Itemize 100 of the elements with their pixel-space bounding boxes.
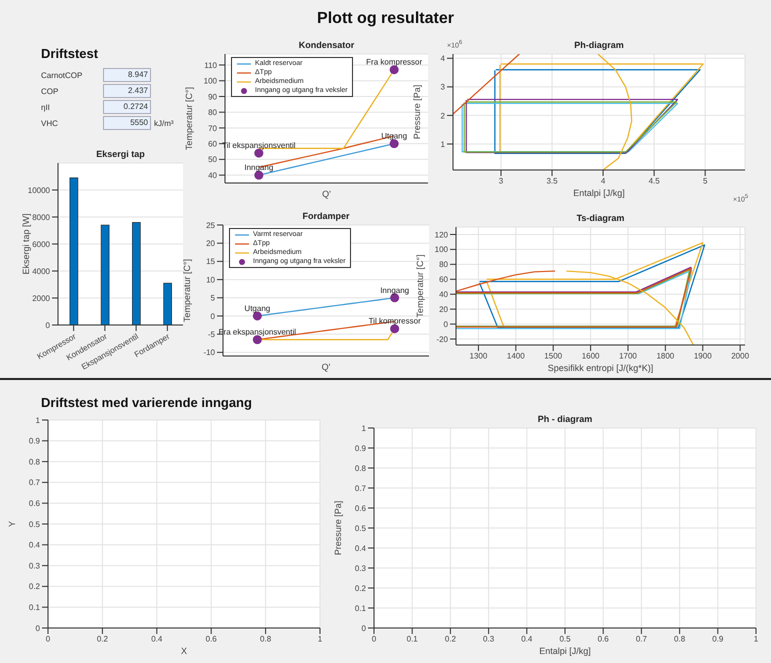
y-tick-label: 0.2 bbox=[354, 584, 367, 593]
y-tick-label: -5 bbox=[208, 330, 216, 340]
y-axis-title: Temperatur [C°] bbox=[182, 258, 192, 322]
y-tick-label: 50 bbox=[208, 155, 218, 164]
y-axis-title: Eksergi tap [W] bbox=[21, 213, 32, 275]
chart-title: Kondensator bbox=[298, 40, 356, 50]
y-tick-label: 0 bbox=[362, 624, 367, 633]
y-tick-label: 2 bbox=[440, 111, 446, 120]
data-label: 5550 bbox=[103, 116, 151, 130]
x-tick-label: 0.5 bbox=[559, 634, 572, 644]
x-tick-label: 0.7 bbox=[636, 634, 648, 644]
annotation: Til kompressor bbox=[368, 316, 422, 326]
x-tick-label: 2000 bbox=[731, 352, 750, 361]
y-tick-label: 20 bbox=[206, 239, 216, 248]
x-tick-label: 1300 bbox=[470, 352, 488, 361]
x-tick-label: 3.5 bbox=[546, 176, 558, 186]
x-tick-label: 1600 bbox=[582, 352, 600, 361]
x-axis-title: Entalpi [J/kg] bbox=[573, 188, 625, 198]
text: Plott og resultater bbox=[316, 10, 455, 28]
y-tick-label: 100 bbox=[434, 245, 449, 254]
y-tick-label: 90 bbox=[208, 92, 218, 102]
chart-title: Fordamper bbox=[301, 211, 350, 221]
y-tick-label: 1 bbox=[36, 416, 41, 425]
chart-title: Ts-diagram bbox=[576, 213, 626, 223]
y-tick-label: 0.9 bbox=[28, 436, 41, 446]
y-tick-label: 0 bbox=[36, 624, 41, 633]
y-tick-label: 4000 bbox=[32, 266, 51, 276]
x-tick-label: 1 bbox=[318, 634, 323, 644]
y-tick-label: 0.1 bbox=[354, 604, 367, 613]
y-tick-label: 25 bbox=[206, 220, 216, 230]
x-tick-label: 1500 bbox=[544, 352, 563, 361]
y-tick-label: 8000 bbox=[32, 212, 51, 222]
chart-title: Eksergi tap bbox=[95, 149, 146, 159]
chart-title: Ph-diagram bbox=[574, 40, 624, 50]
y-tick-label: 4 bbox=[440, 54, 446, 64]
y-tick-label: 0.5 bbox=[354, 524, 367, 533]
bar bbox=[132, 222, 141, 325]
chart-title: Ph - diagram bbox=[536, 414, 594, 424]
y-tick-label: -20 bbox=[436, 334, 449, 344]
y-axis-title: Y bbox=[7, 520, 18, 528]
y-tick-label: 0.8 bbox=[354, 464, 367, 473]
y-tick-label: 60 bbox=[439, 275, 449, 284]
y-tick-label: 80 bbox=[439, 260, 449, 270]
y-tick-label: 70 bbox=[208, 124, 218, 133]
x-tick-label: 0.2 bbox=[96, 634, 109, 644]
y-tick-label: 0.5 bbox=[28, 520, 41, 529]
y-tick-label: 1 bbox=[362, 424, 367, 433]
y-tick-label: 0.1 bbox=[28, 603, 41, 612]
y-tick-label: 0 bbox=[210, 312, 216, 321]
y-axis-title: Pressure [Pa] bbox=[412, 84, 422, 140]
text: Driftstest med varierende inngang bbox=[41, 395, 252, 410]
x-tick-label: 4 bbox=[600, 176, 606, 186]
bar bbox=[163, 282, 172, 325]
x-axis-title: Q' bbox=[322, 362, 331, 372]
y-tick-label: 0.2 bbox=[28, 582, 41, 592]
data-label: 2.437 bbox=[103, 84, 151, 98]
annotation: Inngang bbox=[244, 163, 274, 172]
y-tick-label: 0.8 bbox=[28, 457, 41, 466]
y-tick-label: 5 bbox=[210, 294, 216, 303]
x-tick-label: 1800 bbox=[656, 352, 675, 361]
y-tick-label: 0.4 bbox=[354, 544, 367, 553]
x-tick-label: 1 bbox=[754, 634, 759, 644]
y-tick-label: 6000 bbox=[32, 240, 51, 249]
x-axis-title: Q' bbox=[322, 189, 332, 199]
x-tick-label: 1900 bbox=[694, 352, 712, 361]
category-label: ηII bbox=[41, 102, 51, 112]
x-tick-label: 4.5 bbox=[648, 176, 660, 186]
x-tick-label: 0.3 bbox=[483, 634, 495, 644]
x-tick-label: 5 bbox=[702, 176, 708, 186]
y-tick-label: 40 bbox=[208, 170, 218, 180]
x-tick-label: 0.8 bbox=[260, 634, 272, 644]
y-tick-label: 40 bbox=[439, 290, 449, 300]
y-tick-label: 80 bbox=[208, 108, 218, 118]
annotation: Fra kompressor bbox=[366, 58, 423, 67]
y-tick-label: 0.7 bbox=[354, 484, 367, 493]
y-tick-label: 10 bbox=[206, 275, 216, 284]
data-label: 8.947 bbox=[103, 68, 151, 82]
x-tick-label: 0.1 bbox=[406, 634, 418, 644]
x-axis-title: Spesifikk entropi [J/(kg*K)] bbox=[548, 363, 654, 373]
y-tick-label: -10 bbox=[203, 348, 216, 358]
y-tick-label: 2000 bbox=[32, 294, 51, 303]
y-axis-title: Temperatur [C°] bbox=[184, 86, 194, 150]
y-tick-label: 15 bbox=[206, 257, 216, 266]
y-tick-label: 0 bbox=[444, 320, 449, 329]
annotation: Inngang bbox=[380, 286, 410, 295]
annotation: Utgang bbox=[381, 132, 408, 141]
y-tick-label: 1 bbox=[440, 140, 446, 149]
bar bbox=[70, 178, 78, 325]
x-tick-label: 0.9 bbox=[712, 634, 724, 644]
x-axis-title: Entalpi [J/kg] bbox=[539, 646, 591, 656]
y-axis-title: Pressure [Pa] bbox=[333, 500, 344, 556]
annotation: Utgang bbox=[244, 304, 270, 313]
y-tick-label: 0.4 bbox=[28, 540, 41, 550]
y-tick-label: 100 bbox=[204, 76, 218, 86]
x-tick-label: 0 bbox=[372, 634, 377, 644]
y-tick-label: 120 bbox=[434, 230, 449, 240]
x-tick-label: 0.4 bbox=[521, 634, 533, 644]
y-tick-label: 3 bbox=[440, 82, 446, 92]
y-tick-label: 60 bbox=[208, 140, 218, 149]
y-tick-label: 0.6 bbox=[28, 499, 41, 508]
